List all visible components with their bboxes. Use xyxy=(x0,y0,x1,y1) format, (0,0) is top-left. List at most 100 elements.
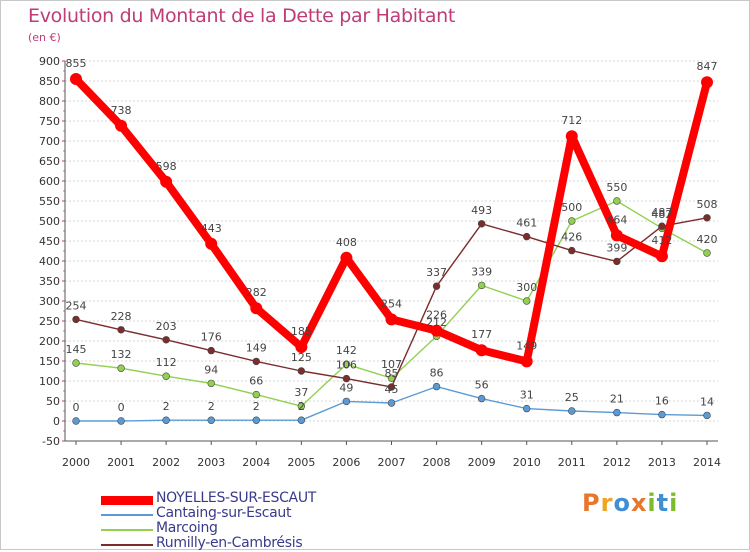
series-0-label-2003: 443 xyxy=(201,222,222,235)
series-1-label-2003: 2 xyxy=(208,400,215,413)
x-tick-label-2004: 2004 xyxy=(242,456,270,469)
series-0-point-2001 xyxy=(115,119,128,132)
y-tick-label-300: 300 xyxy=(39,295,60,308)
series-1-point-2009 xyxy=(477,394,486,403)
series-0-label-2013: 412 xyxy=(651,234,672,247)
x-tick-label-2011: 2011 xyxy=(558,456,586,469)
x-tick-label-2009: 2009 xyxy=(468,456,496,469)
series-3-label-2008: 337 xyxy=(426,266,447,279)
series-2-point-2009 xyxy=(477,281,486,290)
series-0-label-2002: 598 xyxy=(156,160,177,173)
series-0-label-2007: 254 xyxy=(381,297,402,310)
series-1-point-2012 xyxy=(613,408,621,417)
series-3-label-2006: 106 xyxy=(336,359,357,372)
x-tick-label-2005: 2005 xyxy=(287,456,315,469)
series-3-label-2004: 149 xyxy=(246,341,267,354)
series-3-point-2004 xyxy=(252,357,260,366)
series-1-point-2011 xyxy=(568,407,576,415)
y-tick-label-150: 150 xyxy=(39,355,60,368)
x-tick-label-2000: 2000 xyxy=(62,456,90,469)
series-1-point-2000 xyxy=(72,417,80,425)
series-3-label-2000: 254 xyxy=(66,299,87,312)
series-1-label-2006: 49 xyxy=(339,381,353,394)
series-3-point-2005 xyxy=(297,367,306,375)
legend-swatch-3 xyxy=(101,544,153,546)
x-tick-label-2012: 2012 xyxy=(603,456,631,469)
series-2-label-2007: 107 xyxy=(381,358,402,371)
series-2-point-2006 xyxy=(342,360,351,368)
series-2-label-2004: 66 xyxy=(249,375,263,388)
chart-subtitle: (en €) xyxy=(28,31,61,44)
series-0-point-2000 xyxy=(70,73,82,85)
series-3-label-2005: 125 xyxy=(291,351,312,364)
series-0-point-2002 xyxy=(160,175,173,188)
y-tick-label-200: 200 xyxy=(39,335,60,348)
y-tick-label-0: 0 xyxy=(53,415,60,428)
series-1-point-2007 xyxy=(387,399,396,407)
series-0-label-2005: 185 xyxy=(291,325,312,338)
series-0-point-2003 xyxy=(205,237,218,250)
series-3-point-2011 xyxy=(568,246,576,255)
series-1-label-2004: 2 xyxy=(253,400,260,413)
series-3-point-2008 xyxy=(432,282,441,290)
logo-letter: o xyxy=(613,489,631,517)
logo-letter: P xyxy=(582,489,601,517)
series-2-label-2013: 482 xyxy=(651,208,672,221)
x-tick-label-2003: 2003 xyxy=(197,456,225,469)
series-3-point-2007 xyxy=(387,383,396,391)
series-1-point-2003 xyxy=(207,416,215,424)
y-tick-label-350: 350 xyxy=(39,275,60,288)
x-tick-label-2008: 2008 xyxy=(423,456,451,469)
series-1-label-2007: 45 xyxy=(385,383,399,396)
legend-label-0: NOYELLES-SUR-ESCAUT xyxy=(156,490,317,506)
series-0-label-2001: 738 xyxy=(111,104,132,117)
series-1-label-2000: 0 xyxy=(73,401,80,414)
legend-label-3: Rumilly-en-Cambrésis xyxy=(156,535,303,551)
series-2-point-2012 xyxy=(613,197,621,205)
legend-swatch-1 xyxy=(101,514,153,516)
series-3-point-2003 xyxy=(207,346,215,355)
series-0-label-2010: 149 xyxy=(516,339,537,352)
series-2-point-2005 xyxy=(297,402,306,410)
series-1-point-2010 xyxy=(523,404,531,413)
series-3-label-2011: 426 xyxy=(561,231,582,244)
series-2-label-2012: 550 xyxy=(606,181,627,194)
series-3-label-2009: 493 xyxy=(471,204,492,217)
series-0-label-2006: 408 xyxy=(336,236,357,249)
series-0-point-2013 xyxy=(655,250,668,263)
series-2-point-2001 xyxy=(117,364,125,372)
legend-swatch-0 xyxy=(101,495,153,505)
series-1-label-2001: 0 xyxy=(118,401,125,414)
series-0-point-2011 xyxy=(565,130,578,143)
series-2-point-2011 xyxy=(568,217,576,225)
series-2-point-2000 xyxy=(72,359,80,367)
y-tick-label-750: 750 xyxy=(39,115,60,128)
series-3-label-2014: 508 xyxy=(697,198,718,211)
series-0-point-2006 xyxy=(340,251,353,264)
series-0-label-2008: 226 xyxy=(426,309,447,322)
series-0-label-2004: 282 xyxy=(246,286,267,299)
series-2-point-2004 xyxy=(252,390,260,399)
x-tick-label-2002: 2002 xyxy=(152,456,180,469)
series-2-label-2002: 112 xyxy=(156,356,177,369)
y-tick-label-450: 450 xyxy=(39,235,60,248)
series-2-label-2001: 132 xyxy=(111,348,132,361)
y-tick-label-100: 100 xyxy=(39,375,60,388)
series-2-label-2009: 339 xyxy=(471,265,492,278)
series-1-label-2013: 16 xyxy=(655,395,669,408)
y-tick-label-550: 550 xyxy=(39,195,60,208)
y-tick-label-850: 850 xyxy=(39,75,60,88)
series-2-label-2006: 142 xyxy=(336,344,357,357)
series-2-point-2010 xyxy=(523,297,531,305)
x-tick-label-2010: 2010 xyxy=(513,456,541,469)
series-1-point-2005 xyxy=(297,416,306,424)
series-3-label-2003: 176 xyxy=(201,331,222,344)
series-0-label-2009: 177 xyxy=(471,328,492,341)
series-3-point-2010 xyxy=(523,232,531,241)
series-0-point-2014 xyxy=(701,76,713,89)
chart-title: Evolution du Montant de la Dette par Hab… xyxy=(28,5,456,27)
series-2-label-2014: 420 xyxy=(697,233,718,246)
series-2-point-2003 xyxy=(207,379,215,388)
